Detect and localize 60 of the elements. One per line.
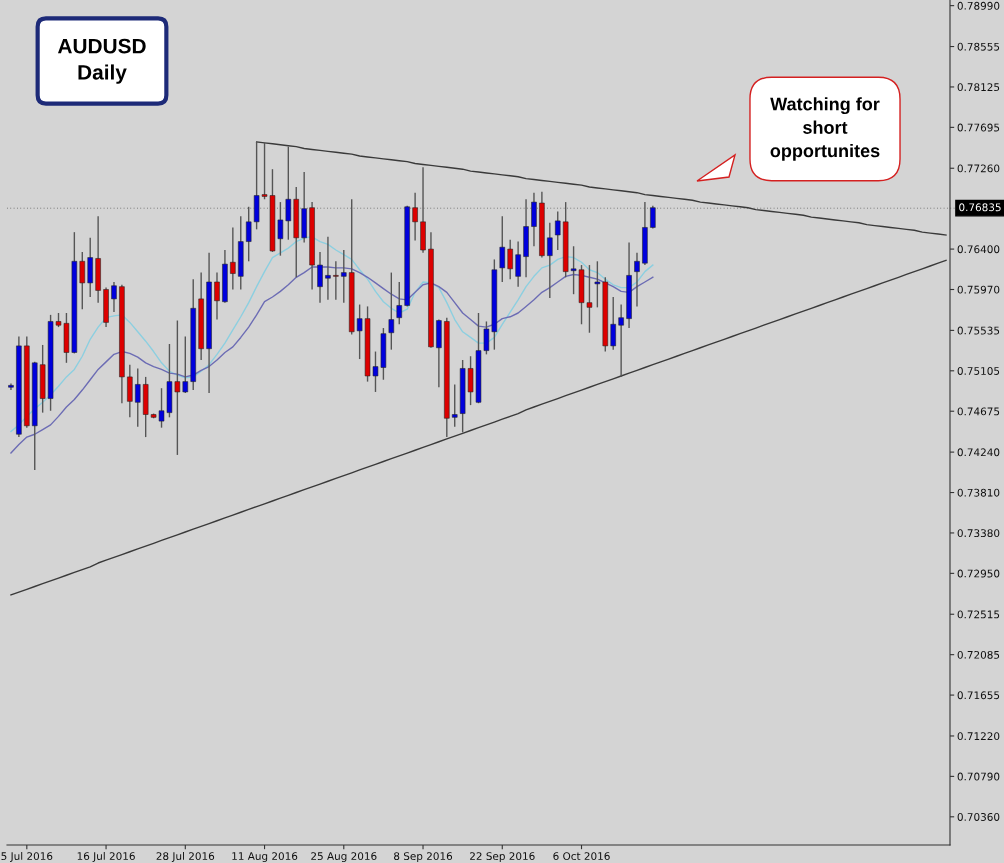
candlestick xyxy=(451,383,458,428)
y-tick-label: 0.72085 xyxy=(957,650,1000,659)
candlestick xyxy=(79,251,86,310)
y-tick-label: 0.70360 xyxy=(957,813,1000,821)
candlestick xyxy=(341,249,347,304)
candlestick xyxy=(412,191,418,242)
annotation: Watching for short opportunites xyxy=(770,97,880,161)
line-series xyxy=(255,141,947,236)
candlestick xyxy=(230,226,236,291)
x-tick-label: 16 Jul 2016 xyxy=(77,851,135,862)
y-tick-label: 0.71220 xyxy=(957,732,1000,741)
y-tick-label: 0.76400 xyxy=(957,245,1000,254)
candlestick xyxy=(499,215,506,283)
candlestick xyxy=(317,251,323,304)
text: AUDUSD Daily xyxy=(57,38,146,84)
y-tick-label: 0.75105 xyxy=(957,367,1000,375)
x-tick-label: 11 Aug 2016 xyxy=(232,852,298,863)
candlestick xyxy=(547,222,553,299)
line-series xyxy=(10,236,654,433)
y-tick-label: 0.72950 xyxy=(957,569,1000,578)
y-tick-label: 0.77260 xyxy=(957,164,1000,173)
y-tick-label: 0.72515 xyxy=(957,610,1000,619)
y-tick-label: 0.74675 xyxy=(957,407,1000,416)
candlestick xyxy=(610,296,616,351)
candlestick xyxy=(388,271,395,351)
candlestick xyxy=(245,206,252,262)
line-series xyxy=(10,266,654,454)
y-tick-label: 0.75535 xyxy=(957,326,1000,335)
candlestick xyxy=(634,252,640,308)
candlestick xyxy=(285,145,292,241)
candlestick xyxy=(333,260,339,301)
candlestick xyxy=(396,281,402,325)
y-tick-label: 0.78125 xyxy=(957,83,1000,92)
x-tick-label: 5 Jul 2016 xyxy=(1,851,53,862)
x-tick-label: 28 Jul 2016 xyxy=(156,851,215,862)
y-tick-label: 0.74240 xyxy=(957,448,1000,457)
x-tick-label: 6 Oct 2016 xyxy=(553,852,610,861)
candlestick xyxy=(618,303,624,378)
candlestick xyxy=(594,260,601,309)
candlestick xyxy=(555,210,561,251)
x-tick-label: 22 Sep 2016 xyxy=(470,852,535,863)
x-tick-label: 25 Aug 2016 xyxy=(311,852,377,863)
candlestick xyxy=(325,236,331,301)
y-tick-label: 0.78990 xyxy=(957,1,1000,10)
candlestick xyxy=(135,367,141,428)
candlestick xyxy=(182,335,189,394)
y-tick-label: 0.78555 xyxy=(957,42,1000,51)
y-tick-label: 0.71655 xyxy=(957,691,1000,700)
candlestick xyxy=(214,271,220,321)
y-tick-label: 0.77695 xyxy=(957,123,1000,132)
candlestick xyxy=(111,281,117,313)
y-tick-label: 0.73380 xyxy=(957,529,1000,538)
candlestick xyxy=(515,240,521,288)
y-tick-label: 0.73810 xyxy=(957,488,1000,497)
x-tick-label: 8 Sep 2016 xyxy=(394,852,453,863)
candlestick xyxy=(507,238,513,280)
ref-line-label: 0.76835 xyxy=(959,203,1001,212)
y-tick-label: 0.70790 xyxy=(957,772,1000,781)
y-tick-label: 0.75970 xyxy=(957,285,1000,294)
line-series xyxy=(10,259,947,596)
